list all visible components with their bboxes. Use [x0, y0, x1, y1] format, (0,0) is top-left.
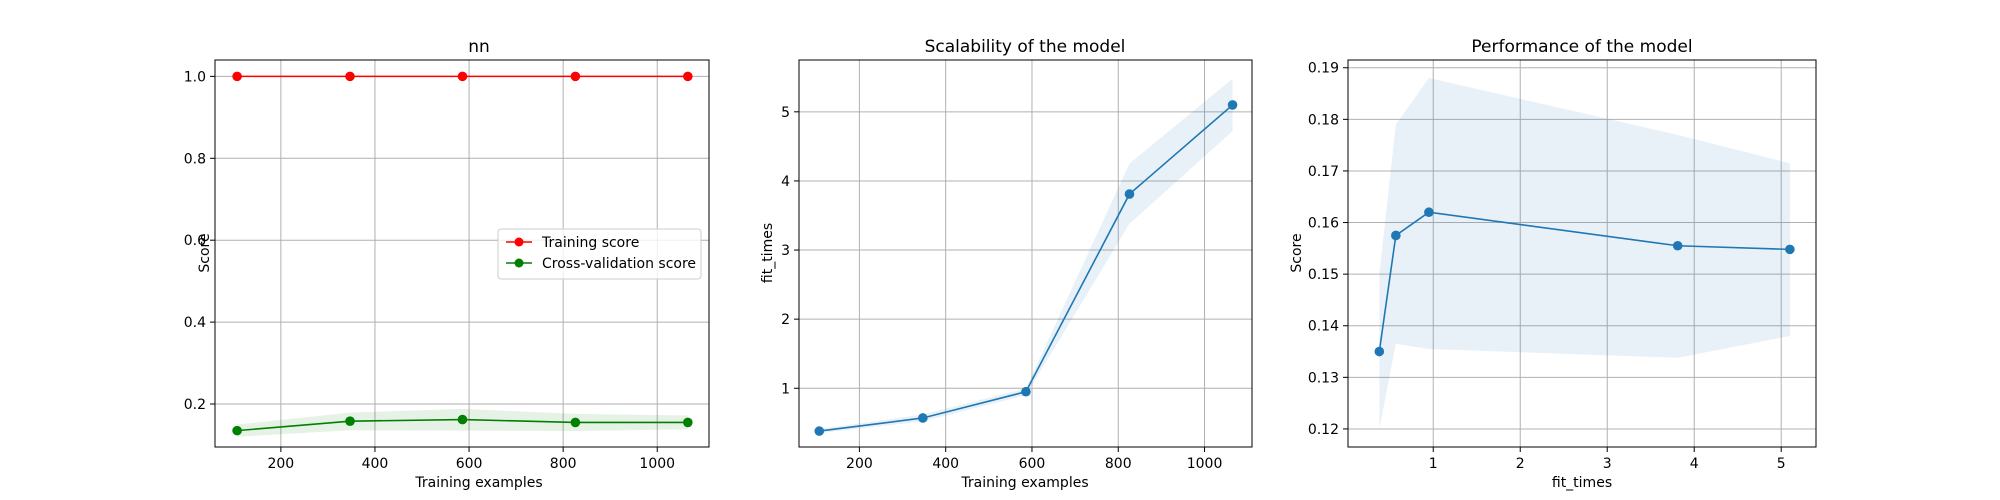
x-tick-label: 600 [456, 456, 483, 472]
x-tick-label: 1000 [1187, 456, 1223, 472]
y-tick-label: 1 [781, 381, 790, 397]
scalability-panel: Scalability of the model 200 400 600 800 100… [760, 37, 1253, 491]
data-point [1672, 240, 1683, 251]
x-tick-label: 3 [1603, 456, 1612, 472]
markers [1374, 207, 1795, 357]
x-axis-label: Training examples [960, 475, 1088, 491]
data-point [683, 71, 693, 82]
legend-label-cv: Cross-validation score [542, 256, 696, 272]
x-tick-label: 400 [932, 456, 959, 472]
grid [1348, 60, 1816, 447]
y-axis-label: fit_times [760, 223, 776, 283]
y-tick-label: 0.18 [1308, 112, 1339, 128]
y-tick-label: 4 [781, 174, 790, 190]
data-point [570, 417, 581, 428]
x-tick-label: 1000 [639, 456, 675, 472]
data-point [918, 413, 928, 423]
y-axis-label: Score [197, 233, 213, 272]
y-tick-label: 0.15 [1308, 267, 1339, 283]
ticks: 200 400 600 800 1000 1 2 3 4 5 [781, 105, 1222, 472]
y-tick-label: 0.2 [184, 397, 206, 413]
data-point [683, 417, 693, 428]
x-tick-label: 5 [1777, 456, 1786, 472]
x-tick-label: 1 [1429, 456, 1438, 472]
y-axis-label: Score [1289, 233, 1305, 272]
x-tick-label: 200 [846, 456, 873, 472]
plot-frame [214, 59, 710, 448]
plot-frame [1347, 59, 1817, 448]
markers [814, 100, 1238, 436]
data-point [1374, 346, 1385, 357]
data-point [1424, 207, 1434, 218]
data-point [570, 71, 581, 82]
y-tick-label: 0.4 [184, 315, 206, 331]
panel-title: Performance of the model [1471, 37, 1692, 57]
plot-frame [798, 59, 1253, 448]
legend-label-training: Training score [541, 235, 639, 251]
performance-panel: Performance of the model 1 2 3 4 5 0.12 0.13 0.… [1289, 37, 1817, 491]
grid [799, 60, 1252, 447]
y-tick-label: 2 [781, 312, 790, 328]
y-tick-label: 0.12 [1308, 422, 1339, 438]
data-point [1227, 100, 1238, 110]
y-tick-label: 0.13 [1308, 370, 1339, 386]
x-axis-label: Training examples [414, 475, 542, 491]
bands [1379, 78, 1790, 429]
data-point [345, 416, 355, 427]
data-point [345, 71, 355, 82]
confidence-band [1379, 78, 1790, 429]
y-tick-label: 5 [781, 105, 790, 121]
y-tick-label: 0.19 [1308, 61, 1339, 77]
data-point [1021, 386, 1031, 397]
data-point [457, 414, 468, 425]
data-point [1124, 189, 1135, 199]
data-point [232, 71, 242, 82]
x-tick-label: 800 [1105, 456, 1132, 472]
legend: Training score Cross-validation score [497, 228, 702, 280]
data-point [814, 426, 825, 436]
y-tick-label: 0.17 [1308, 164, 1339, 180]
learning-curve-panel: nn 200 400 600 800 1000 0.2 0.4 0.6 0.8 1.0 Train… [184, 37, 710, 491]
panel-title: nn [468, 37, 490, 57]
y-tick-label: 1.0 [184, 69, 206, 85]
data-point [1391, 230, 1401, 241]
ticks: 200 400 600 800 1000 0.2 0.4 0.6 0.8 1.0 [184, 69, 675, 472]
y-tick-label: 0.14 [1308, 319, 1339, 335]
x-tick-label: 2 [1516, 456, 1525, 472]
ticks: 1 2 3 4 5 0.12 0.13 0.14 0.15 0.16 0.17 0.18 0.19 [1308, 61, 1786, 472]
y-tick-label: 0.6 [184, 233, 206, 249]
legend-marker-cv [514, 258, 524, 268]
data-point [1785, 244, 1795, 255]
x-tick-label: 400 [362, 456, 389, 472]
legend-marker-training [514, 237, 524, 247]
x-tick-label: 4 [1690, 456, 1699, 472]
panel-title: Scalability of the model [925, 37, 1126, 57]
data-point [232, 425, 242, 436]
markers [232, 71, 693, 436]
y-tick-label: 0.8 [184, 151, 206, 167]
confidence-band [819, 78, 1233, 434]
data-point [457, 71, 468, 82]
x-tick-label: 600 [1019, 456, 1046, 472]
x-axis-label: fit_times [1552, 475, 1612, 491]
x-tick-label: 800 [550, 456, 577, 472]
x-tick-label: 200 [267, 456, 294, 472]
legend-box [497, 228, 702, 280]
y-tick-label: 0.16 [1308, 216, 1339, 232]
bands [819, 78, 1233, 434]
y-tick-label: 3 [781, 243, 790, 259]
